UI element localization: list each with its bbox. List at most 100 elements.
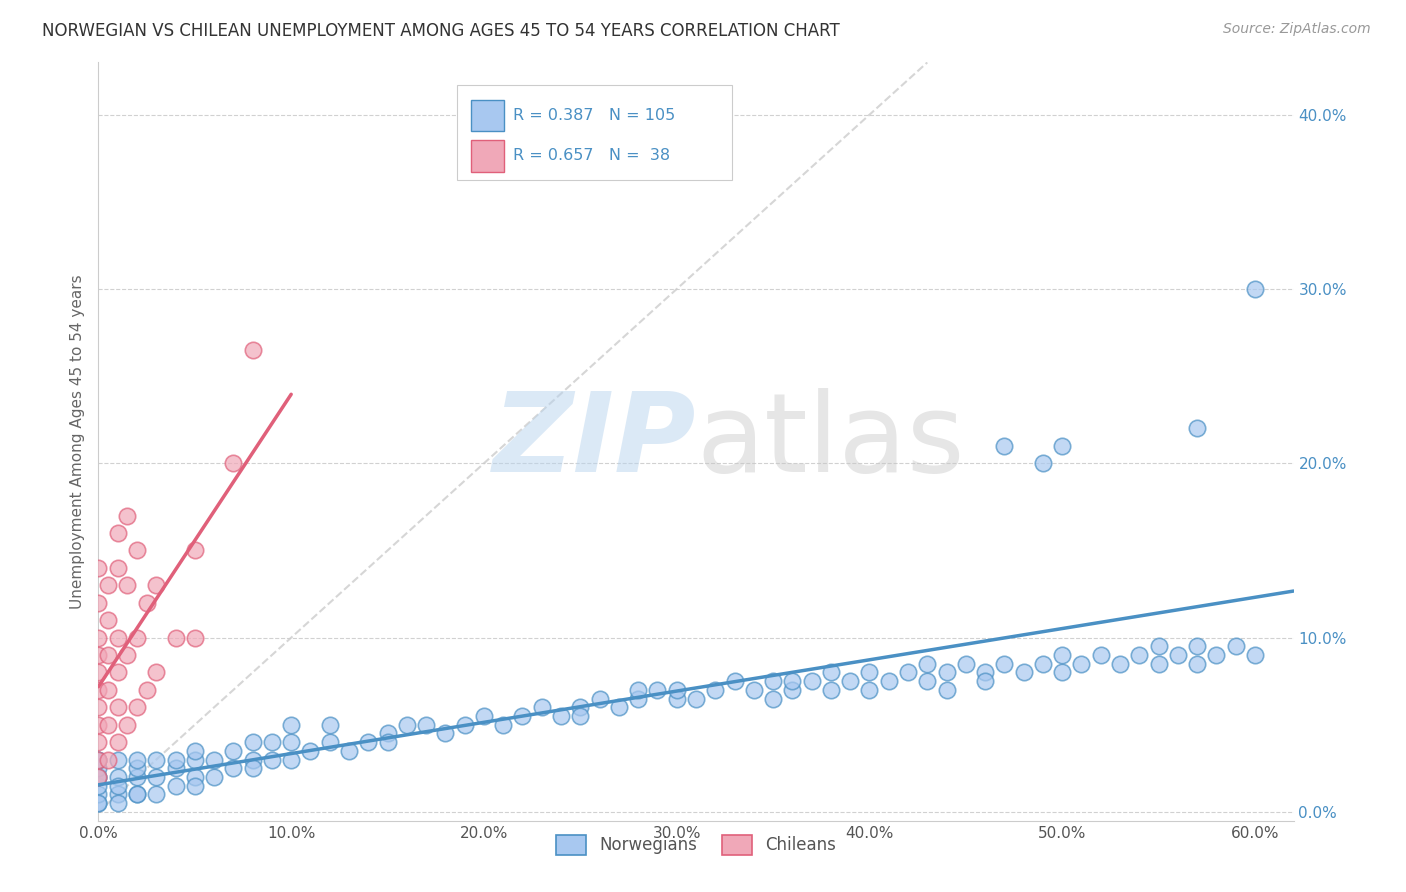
Point xyxy=(87,796,110,810)
Point xyxy=(1070,657,1092,671)
Point xyxy=(472,709,495,723)
Point xyxy=(125,753,148,767)
Point xyxy=(165,753,187,767)
Point xyxy=(242,761,264,775)
Point xyxy=(453,718,475,732)
Point xyxy=(97,753,120,767)
Point xyxy=(87,753,110,767)
Point xyxy=(107,700,129,714)
Point xyxy=(1050,648,1073,662)
Point xyxy=(107,770,129,784)
Point xyxy=(117,508,139,523)
Point xyxy=(145,578,167,592)
Text: Source: ZipAtlas.com: Source: ZipAtlas.com xyxy=(1223,22,1371,37)
Point xyxy=(202,770,225,784)
Point xyxy=(125,788,148,802)
Point xyxy=(1244,282,1267,296)
Point xyxy=(569,700,592,714)
Point xyxy=(117,648,139,662)
Point xyxy=(87,718,110,732)
Point xyxy=(184,753,207,767)
Point xyxy=(117,718,139,732)
Point xyxy=(184,631,207,645)
Point xyxy=(569,709,592,723)
Point xyxy=(897,665,920,680)
Point xyxy=(319,735,342,749)
Point xyxy=(974,674,997,689)
Point xyxy=(135,596,157,610)
Point xyxy=(165,779,187,793)
Point xyxy=(107,779,129,793)
Point xyxy=(974,665,997,680)
Point xyxy=(1128,648,1150,662)
Point xyxy=(184,543,207,558)
Point xyxy=(858,665,880,680)
FancyBboxPatch shape xyxy=(471,140,503,171)
Point xyxy=(1167,648,1189,662)
Point xyxy=(184,779,207,793)
Point xyxy=(685,691,707,706)
Point xyxy=(1185,657,1208,671)
Point xyxy=(550,709,572,723)
Point xyxy=(839,674,862,689)
Point xyxy=(665,682,688,697)
Point xyxy=(87,788,110,802)
Point xyxy=(87,735,110,749)
Point xyxy=(125,543,148,558)
Point xyxy=(107,631,129,645)
Point xyxy=(135,682,157,697)
Point xyxy=(530,700,553,714)
Point xyxy=(665,691,688,706)
Y-axis label: Unemployment Among Ages 45 to 54 years: Unemployment Among Ages 45 to 54 years xyxy=(69,274,84,609)
Point xyxy=(222,761,245,775)
Point xyxy=(858,682,880,697)
Point xyxy=(1050,665,1073,680)
Point xyxy=(87,561,110,575)
Point xyxy=(107,561,129,575)
Text: atlas: atlas xyxy=(696,388,965,495)
Point xyxy=(87,753,110,767)
Point xyxy=(762,691,785,706)
Point xyxy=(280,753,302,767)
Point xyxy=(117,578,139,592)
Point xyxy=(627,691,650,706)
Point xyxy=(319,718,342,732)
Point xyxy=(165,631,187,645)
Point xyxy=(260,735,283,749)
Text: ZIP: ZIP xyxy=(492,388,696,495)
Point xyxy=(627,682,650,697)
Point xyxy=(1225,640,1247,654)
Point xyxy=(820,665,842,680)
Point xyxy=(145,665,167,680)
Legend: Norwegians, Chileans: Norwegians, Chileans xyxy=(550,828,842,862)
Point xyxy=(87,770,110,784)
Point xyxy=(917,657,939,671)
Text: NORWEGIAN VS CHILEAN UNEMPLOYMENT AMONG AGES 45 TO 54 YEARS CORRELATION CHART: NORWEGIAN VS CHILEAN UNEMPLOYMENT AMONG … xyxy=(42,22,839,40)
Point xyxy=(260,753,283,767)
Point xyxy=(145,788,167,802)
Point xyxy=(1032,657,1054,671)
Point xyxy=(242,343,264,357)
Point xyxy=(125,770,148,784)
Point xyxy=(935,665,957,680)
Point xyxy=(97,718,120,732)
Point xyxy=(820,682,842,697)
Point xyxy=(165,761,187,775)
Point xyxy=(955,657,977,671)
Point xyxy=(87,770,110,784)
Point xyxy=(607,700,630,714)
Point xyxy=(782,674,804,689)
Point xyxy=(1090,648,1112,662)
Point xyxy=(280,735,302,749)
Point xyxy=(1147,657,1170,671)
Point xyxy=(357,735,380,749)
Point xyxy=(280,718,302,732)
Point xyxy=(107,735,129,749)
Point xyxy=(395,718,418,732)
Point xyxy=(125,700,148,714)
Point xyxy=(588,691,610,706)
Point xyxy=(87,779,110,793)
Point xyxy=(125,761,148,775)
Point xyxy=(107,665,129,680)
Point xyxy=(877,674,900,689)
